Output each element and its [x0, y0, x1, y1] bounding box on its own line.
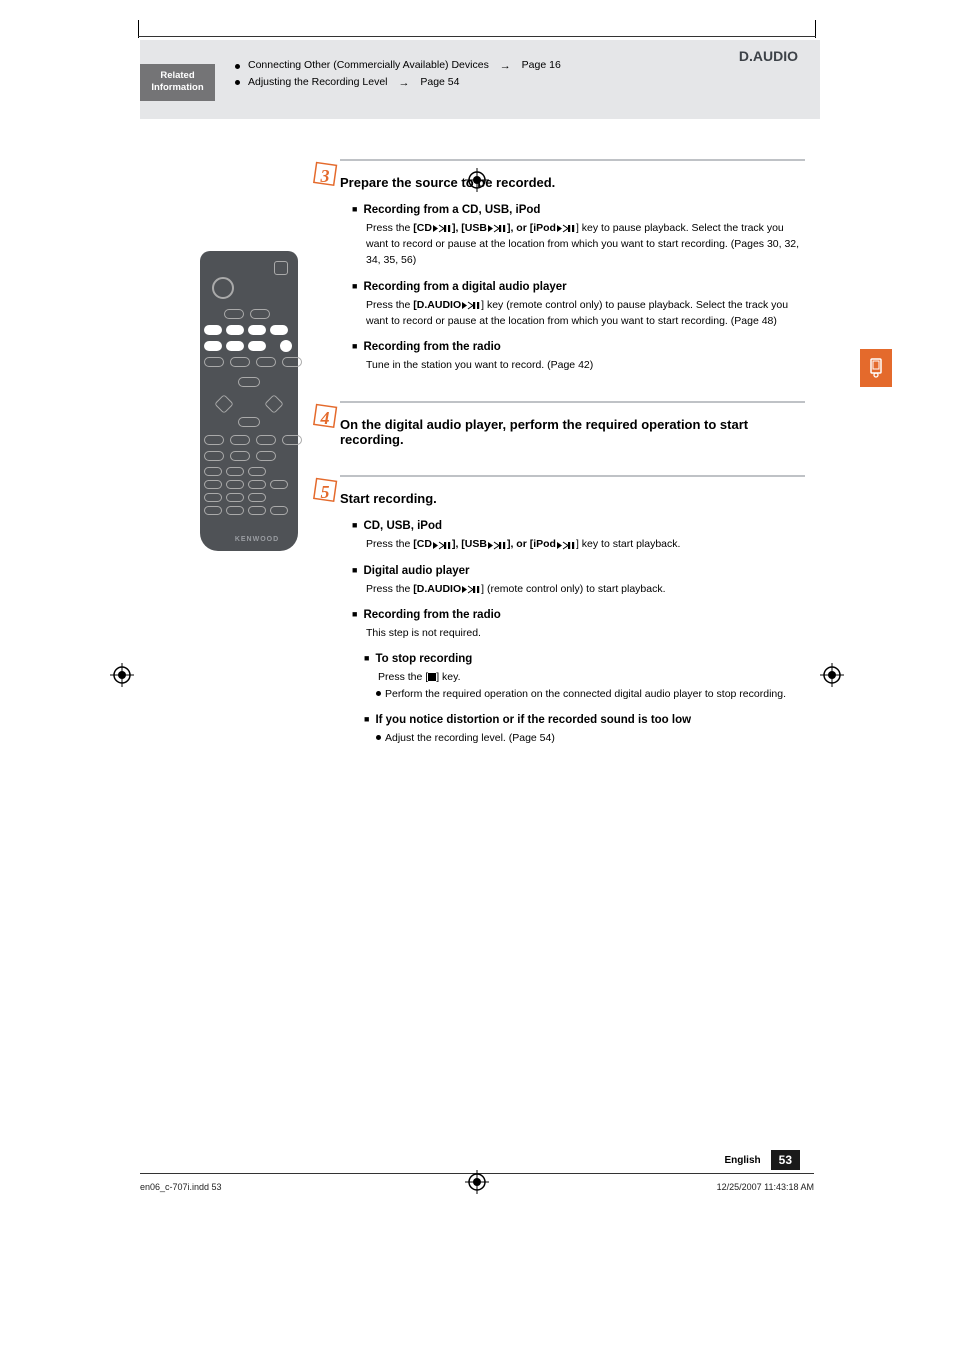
footer-page-number: 53 [771, 1150, 800, 1170]
remote-body: KENWOOD [200, 251, 298, 551]
step-4-badge: 4 [312, 403, 338, 429]
svg-text:4: 4 [320, 408, 330, 428]
step3-sub1-p: Press the [CD], [USB], or [iPod] key to … [366, 220, 805, 269]
related-info-box: Related Information [140, 64, 215, 101]
step5-sub3-h: Recording from the radio [352, 609, 805, 621]
step3-sub1-h: Recording from a CD, USB, iPod [352, 204, 805, 216]
step-5-badge: 5 [312, 477, 338, 503]
step5-sub2: Digital audio player Press the [D.AUDIO]… [352, 565, 805, 597]
page: D.AUDIO Related Information Connecting O… [140, 40, 820, 1180]
related-line1: Related [148, 70, 207, 82]
step3-sub2: Recording from a digital audio player Pr… [352, 281, 805, 330]
header-link-2: Adjusting the Recording Level → Page 54 [235, 75, 798, 92]
footer-language: English [725, 1155, 761, 1166]
step-3: 3 Prepare the source to be recorded. Rec… [340, 159, 805, 374]
step5-sub1-h: CD, USB, iPod [352, 520, 805, 532]
step3-sub1: Recording from a CD, USB, iPod Press the… [352, 204, 805, 269]
step-5: 5 Start recording. CD, USB, iPod Press t… [340, 475, 805, 746]
svg-text:5: 5 [321, 482, 330, 502]
remote-brand: KENWOOD [208, 536, 306, 543]
step3-sub3: Recording from the radio Tune in the sta… [352, 341, 805, 373]
step-3-badge: 3 [312, 161, 338, 187]
main-column: 3 Prepare the source to be recorded. Rec… [340, 159, 805, 747]
step3-sub2-p: Press the [D.AUDIO] key (remote control … [366, 297, 805, 330]
step5-sub1: CD, USB, iPod Press the [CD], [USB], or … [352, 520, 805, 552]
crop-line [138, 36, 816, 37]
step-3-title: Prepare the source to be recorded. [340, 175, 805, 190]
step-4-title: On the digital audio player, perform the… [340, 417, 805, 447]
page-wrap: D.AUDIO Related Information Connecting O… [0, 0, 954, 1350]
step5-sub3: Recording from the radio This step is no… [352, 609, 805, 641]
step5-stop-p: Press the [] key. [378, 669, 805, 685]
section-title: D.AUDIO [739, 48, 798, 64]
step3-sub3-p: Tune in the station you want to record. … [366, 357, 805, 373]
registration-mark-left [110, 663, 134, 687]
page-footer: English 53 [140, 1150, 820, 1170]
step5-sub1-p: Press the [CD], [USB], or [iPod] key to … [366, 536, 805, 552]
registration-mark-right [820, 663, 844, 687]
step5-dist-bullet: Adjust the recording level. (Page 54) [376, 730, 805, 746]
step5-sub3-p: This step is not required. [366, 625, 805, 641]
header-links: Connecting Other (Commercially Available… [215, 58, 798, 91]
svg-text:3: 3 [320, 166, 330, 186]
print-timestamp: 12/25/2007 11:43:18 AM [717, 1182, 814, 1192]
step5-dist-h: If you notice distortion or if the recor… [364, 714, 805, 726]
header-band: D.AUDIO Related Information Connecting O… [140, 40, 820, 119]
step5-stop-bullet: Perform the required operation on the co… [376, 686, 805, 702]
step-4: 4 On the digital audio player, perform t… [340, 401, 805, 447]
stop-icon [428, 673, 436, 681]
step5-stop-block: To stop recording Press the [] key. Perf… [364, 653, 805, 746]
print-slug: en06_c-707i.indd 53 12/25/2007 11:43:18 … [140, 1182, 814, 1192]
header-link-1: Connecting Other (Commercially Available… [235, 58, 798, 75]
body: KENWOOD 3 Prepare the source to be recor… [140, 119, 820, 747]
step5-stop-h: To stop recording [364, 653, 805, 665]
print-file: en06_c-707i.indd 53 [140, 1182, 222, 1192]
related-line2: Information [148, 82, 207, 94]
step5-sub2-h: Digital audio player [352, 565, 805, 577]
side-tab-icon [860, 349, 892, 387]
remote-illustration: KENWOOD [200, 251, 298, 551]
step-5-title: Start recording. [340, 491, 805, 506]
step3-sub2-h: Recording from a digital audio player [352, 281, 805, 293]
step3-sub3-h: Recording from the radio [352, 341, 805, 353]
step5-sub2-p: Press the [D.AUDIO] (remote control only… [366, 581, 805, 597]
